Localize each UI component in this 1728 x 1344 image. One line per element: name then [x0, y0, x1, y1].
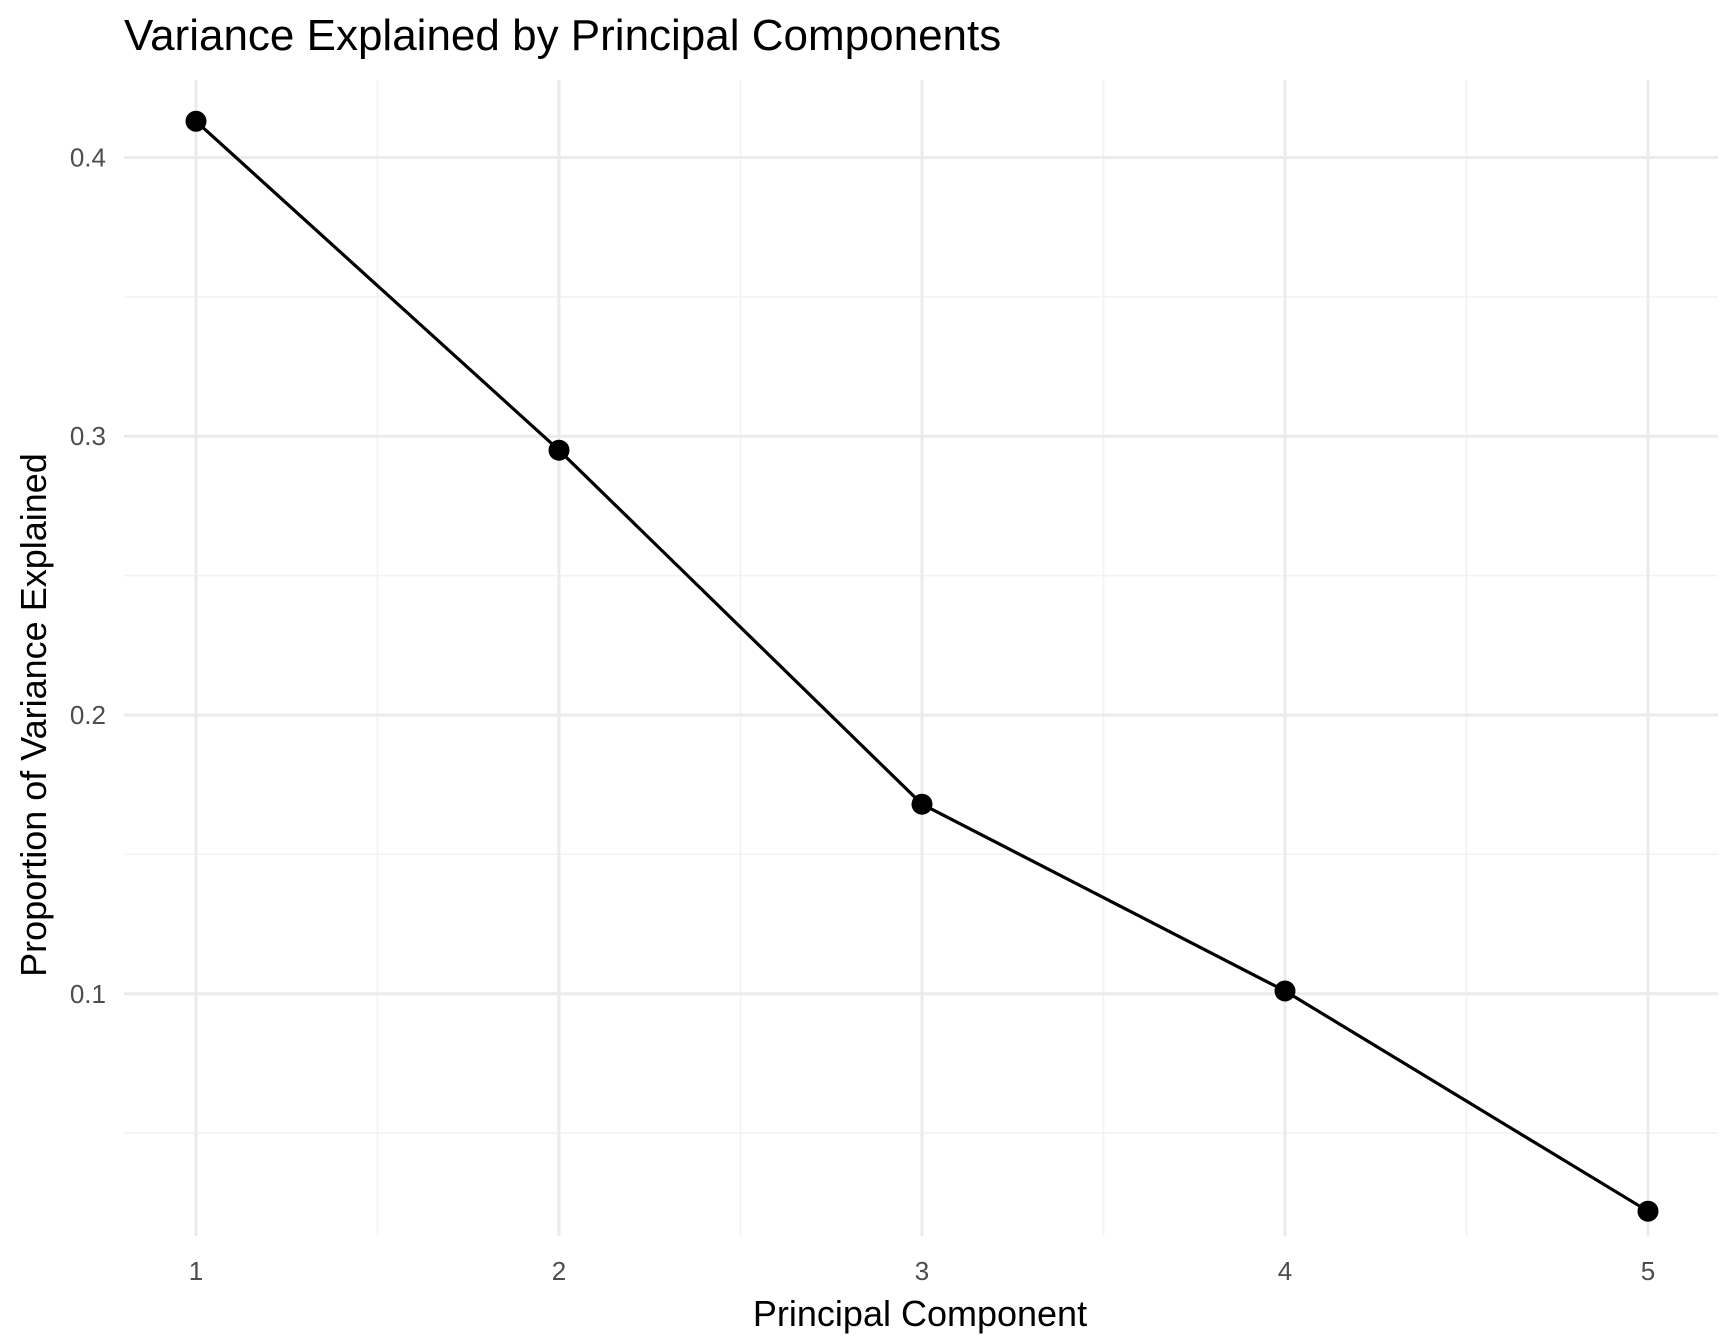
data-point — [548, 439, 570, 461]
x-axis-title: Principal Component — [753, 1293, 1087, 1334]
y-tick-label: 0.3 — [70, 421, 106, 451]
data-points — [185, 110, 1659, 1222]
y-axis-ticks: 0.1 0.2 0.3 0.4 — [70, 142, 106, 1008]
x-axis-ticks: 1 2 3 4 5 — [189, 1256, 1655, 1286]
data-point — [1637, 1200, 1659, 1222]
y-tick-label: 0.1 — [70, 979, 106, 1009]
x-tick-label: 1 — [189, 1256, 203, 1286]
y-tick-label: 0.2 — [70, 700, 106, 730]
x-tick-label: 2 — [552, 1256, 566, 1286]
data-point — [1274, 980, 1296, 1002]
major-gridlines — [124, 80, 1718, 1236]
chart-title: Variance Explained by Principal Componen… — [124, 11, 1001, 60]
x-tick-label: 5 — [1641, 1256, 1655, 1286]
data-point — [185, 110, 207, 132]
x-tick-label: 4 — [1278, 1256, 1292, 1286]
x-tick-label: 3 — [915, 1256, 929, 1286]
data-point — [911, 793, 933, 815]
y-tick-label: 0.4 — [70, 142, 106, 172]
y-axis-title: Proportion of Variance Explained — [13, 453, 54, 977]
